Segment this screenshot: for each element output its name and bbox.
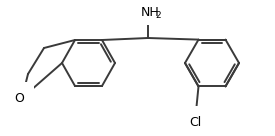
Text: NH: NH [141,5,160,18]
Text: Cl: Cl [189,115,201,129]
Text: 2: 2 [155,10,161,19]
Text: O: O [14,92,24,104]
